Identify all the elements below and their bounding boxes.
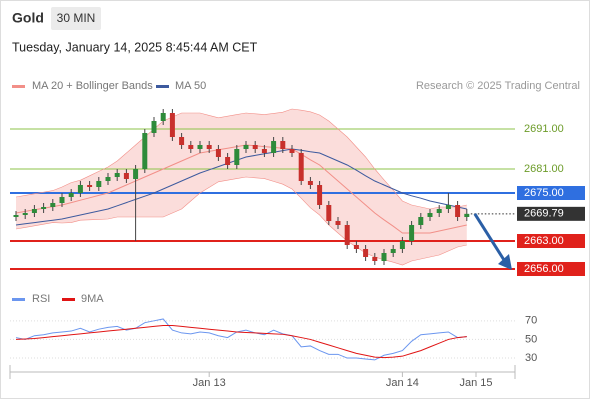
level-label: 2663.00: [524, 235, 564, 247]
timeframe-box: [51, 7, 101, 30]
x-tick-label: Jan 13: [193, 377, 226, 389]
candle-body: [436, 209, 442, 213]
bollinger-lower: [15, 176, 467, 266]
candle-body: [123, 173, 129, 179]
candle-body: [289, 149, 295, 153]
candle-body: [261, 149, 267, 153]
level-box: [517, 186, 585, 200]
candle-body: [445, 205, 451, 209]
level-label: 2681.00: [524, 163, 564, 175]
x-tick-label: Jan 14: [386, 377, 419, 389]
candle-body: [455, 205, 461, 217]
candle-body: [68, 193, 74, 197]
candle-body: [234, 149, 240, 165]
candle-body: [50, 203, 56, 207]
level-box: [517, 234, 585, 248]
candle-body: [142, 133, 148, 169]
candle-body: [280, 141, 286, 149]
candle-body: [307, 181, 313, 185]
forecast-arrowhead: [498, 254, 512, 270]
candle-body: [133, 169, 139, 179]
legend-swatch: [156, 85, 169, 88]
candle-body: [179, 137, 185, 145]
rsi-tick-label: 70: [525, 315, 537, 327]
candle-body: [372, 257, 378, 261]
candle-body: [87, 185, 93, 187]
candle-body: [390, 249, 396, 253]
rsi-tick-label: 50: [525, 333, 537, 345]
candle-body: [381, 253, 387, 261]
candle-body: [59, 197, 65, 203]
copyright: Research © 2025 Trading Central: [416, 80, 580, 92]
current-price-label: 2669.79: [524, 208, 564, 220]
level-label: 2691.00: [524, 123, 564, 135]
candle-body: [225, 157, 231, 165]
level-box: [517, 262, 585, 276]
candle-body: [271, 141, 277, 153]
level-label: 2675.00: [524, 187, 564, 199]
legend-label: 9MA: [81, 293, 104, 305]
rsi-ma-line: [15, 324, 467, 359]
candle-body: [252, 145, 258, 149]
legend-label: MA 50: [175, 80, 206, 92]
bollinger-band: [16, 109, 467, 265]
candle-body: [317, 185, 323, 205]
candle-body: [363, 249, 369, 257]
candle-body: [151, 121, 157, 133]
candle-body: [13, 215, 19, 217]
timeframe: 30 MIN: [57, 11, 96, 25]
candle-body: [335, 221, 341, 225]
candle-body: [427, 213, 433, 217]
candle-body: [353, 245, 359, 249]
rsi-tick-label: 30: [525, 352, 537, 364]
candle-body: [326, 205, 332, 221]
candle-body: [243, 145, 249, 149]
forecast-arrow: [473, 213, 506, 261]
candle-body: [169, 113, 175, 137]
legend-label: MA 20 + Bollinger Bands: [32, 80, 153, 92]
candle-body: [418, 217, 424, 225]
symbol: Gold: [12, 10, 44, 26]
candle-body: [399, 241, 405, 249]
candle-body: [41, 207, 47, 209]
candle-body: [215, 149, 221, 157]
candle-body: [197, 145, 203, 149]
candle-body: [22, 213, 28, 215]
ma50-line: [15, 148, 467, 226]
legend-label: RSI: [32, 293, 50, 305]
candle-body: [77, 185, 83, 193]
x-tick-label: Jan 15: [459, 377, 492, 389]
rsi-line: [15, 318, 467, 361]
legend-swatch: [62, 298, 75, 301]
current-price-box: [517, 206, 585, 221]
legend-swatch: [12, 85, 25, 88]
ma20-line: [15, 144, 467, 234]
legend-swatch: [12, 298, 25, 301]
candle-body: [96, 181, 102, 187]
candle-body: [344, 225, 350, 245]
candle-body: [31, 209, 37, 213]
candle-body: [160, 113, 166, 121]
candle-body: [409, 225, 415, 241]
candle-body: [464, 213, 470, 217]
level-label: 2656.00: [524, 263, 564, 275]
candle-body: [206, 145, 212, 149]
candle-body: [188, 145, 194, 149]
timestamp: Tuesday, January 14, 2025 8:45:44 AM CET: [12, 40, 258, 54]
candle-body: [105, 177, 111, 181]
candle-body: [114, 173, 120, 177]
candle-body: [298, 153, 304, 181]
